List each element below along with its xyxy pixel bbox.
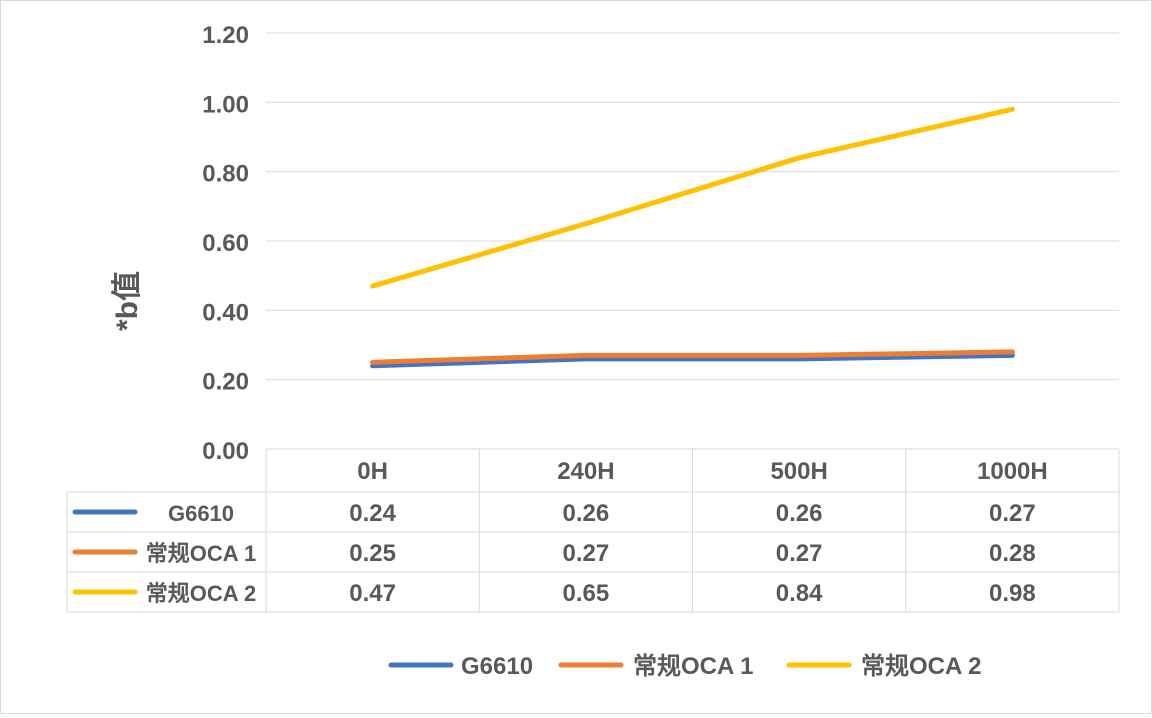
- category-label: 1000H: [977, 458, 1048, 485]
- category-label: 0H: [357, 458, 388, 485]
- y-tick-label: 0.80: [202, 161, 249, 188]
- data-point: [583, 221, 588, 226]
- y-tick-label: 1.20: [202, 22, 249, 49]
- series-line: [370, 349, 1015, 365]
- y-tick-label: 0.00: [202, 438, 249, 465]
- data-point: [583, 353, 588, 358]
- table-series-name: G6610: [168, 501, 234, 526]
- table-series-name: 常规OCA 1: [146, 541, 256, 566]
- table-cell-value: 0.27: [563, 540, 610, 567]
- table-cell-value: 0.26: [563, 500, 610, 527]
- table-cell-value: 0.28: [989, 540, 1036, 567]
- data-point: [797, 353, 802, 358]
- y-tick-label: 0.60: [202, 230, 249, 257]
- y-tick-label: 0.20: [202, 369, 249, 396]
- table-cell-value: 0.47: [349, 580, 396, 607]
- series-line: [370, 352, 1015, 369]
- category-label: 500H: [770, 458, 827, 485]
- data-point: [1010, 107, 1015, 112]
- legend-label: G6610: [461, 653, 533, 680]
- data-point: [797, 155, 802, 160]
- table-cell-value: 0.65: [563, 580, 610, 607]
- legend-label: 常规OCA 2: [861, 653, 981, 680]
- table-cell-value: 0.27: [776, 540, 823, 567]
- data-point: [370, 284, 375, 289]
- table-cell-value: 0.24: [349, 500, 396, 527]
- data-point: [1010, 349, 1015, 354]
- y-tick-label: 0.40: [202, 299, 249, 326]
- category-label: 240H: [557, 458, 614, 485]
- data-point: [370, 360, 375, 365]
- table-cell-value: 0.84: [776, 580, 823, 607]
- series-line: [370, 106, 1015, 289]
- y-axis-label: *b值: [111, 271, 144, 331]
- y-tick-label: 1.00: [202, 91, 249, 118]
- table-cell-value: 0.25: [349, 540, 396, 567]
- table-cell-value: 0.26: [776, 500, 823, 527]
- table-cell-value: 0.27: [989, 500, 1036, 527]
- legend-label: 常规OCA 1: [633, 653, 753, 680]
- table-series-name: 常规OCA 2: [146, 581, 256, 606]
- table-cell-value: 0.98: [989, 580, 1036, 607]
